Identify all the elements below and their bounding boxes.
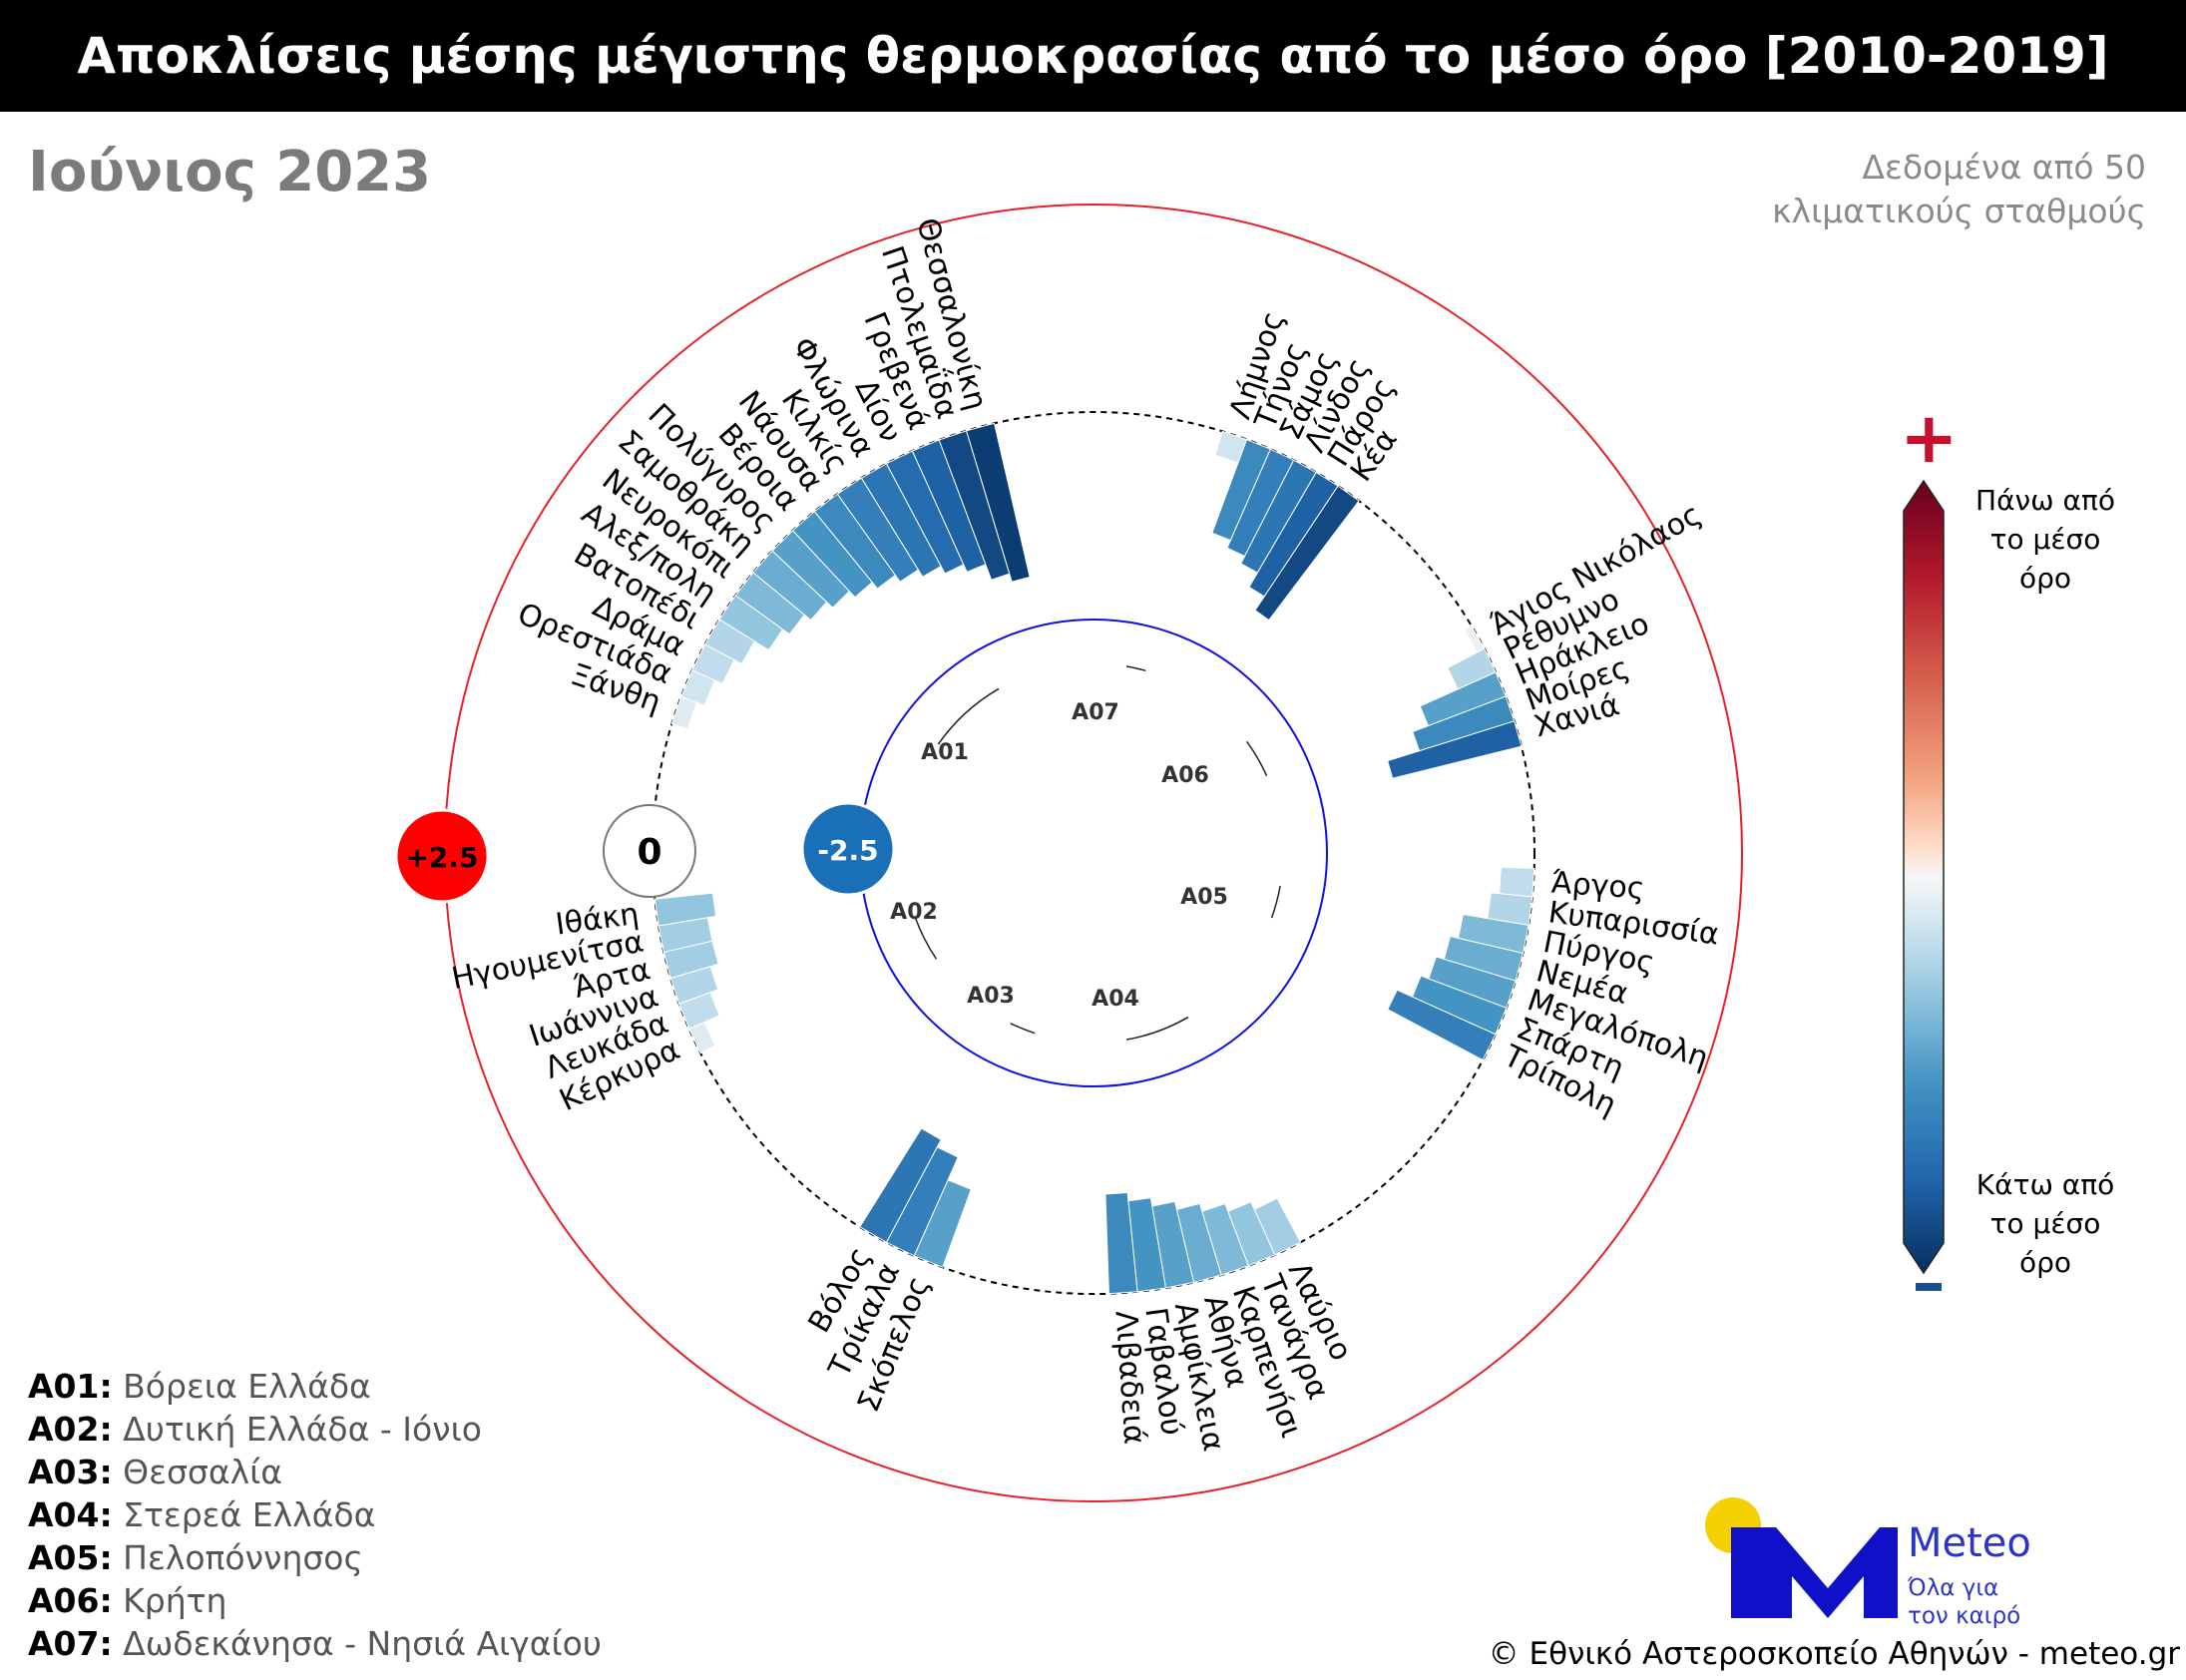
month-label: Ιούνιος 2023 — [28, 140, 432, 205]
legend-row: A07: Δωδεκάνησα - Νησιά Αιγαίου — [28, 1622, 602, 1665]
colorbar-plus-sign: + — [1900, 397, 1959, 479]
scale-label-plus: +2.5 — [405, 841, 478, 874]
bar-a02-5 — [654, 892, 717, 927]
group-label-a07: A07 — [1072, 700, 1119, 725]
legend-name: Δωδεκάνησα - Νησιά Αιγαίου — [123, 1624, 602, 1663]
legend-name: Πελοπόννησος — [123, 1538, 363, 1577]
data-note-line: κλιματικούς σταθμούς — [1772, 192, 2146, 230]
group-label-a02: A02 — [890, 900, 938, 925]
colorbar-high-label: Πάνω από το μέσο όρο — [1956, 481, 2135, 598]
scale-marker-plus: +2.5 — [394, 808, 490, 904]
legend-code: A01: — [28, 1367, 113, 1406]
data-note-line: Δεδομένα από 50 — [1862, 148, 2146, 187]
colorbar-low-line: Κάτω από — [1975, 1168, 2115, 1201]
legend-code: A04: — [28, 1495, 113, 1534]
scale-label-minus: -2.5 — [817, 834, 878, 867]
legend-row: A05: Πελοπόννησος — [28, 1536, 602, 1579]
scale-marker-minus: -2.5 — [800, 801, 896, 897]
copyright[interactable]: © Εθνικό Αστεροσκοπείο Αθηνών - meteo.gr — [1488, 1636, 2180, 1672]
legend-row: A03: Θεσσαλία — [28, 1451, 602, 1493]
legend-name: Θεσσαλία — [123, 1453, 283, 1491]
scale-marker-zero: 0 — [603, 804, 696, 898]
title-bar — [0, 0, 2186, 112]
legend-code: A07: — [28, 1624, 113, 1663]
legend-code: A06: — [28, 1581, 113, 1620]
bar-a04-6 — [1104, 1191, 1138, 1295]
chart-title: Αποκλίσεις μέσης μέγιστης θερμοκρασίας α… — [77, 27, 2109, 85]
group-label-a06: A06 — [1161, 763, 1209, 788]
colorbar — [1903, 479, 1945, 1275]
legend-code: A05: — [28, 1538, 113, 1577]
group-arc-a07 — [1125, 665, 1146, 672]
data-note: Δεδομένα από 50 κλιματικούς σταθμούς — [1727, 146, 2146, 233]
legend-row: A01: Βόρεια Ελλάδα — [28, 1365, 602, 1408]
bar-a06-4 — [1387, 720, 1523, 779]
group-arc-a06 — [1246, 740, 1268, 777]
legend-code: A03: — [28, 1453, 113, 1491]
group-label-a05: A05 — [1180, 885, 1228, 910]
group-arcs-layer: A01 A07 A06 A05 A04 A03 A02 — [890, 665, 1281, 1041]
scale-label-zero: 0 — [637, 832, 661, 873]
group-arc-a04 — [1125, 1016, 1189, 1041]
bar-a07-5 — [1254, 485, 1360, 622]
bar-a03-2 — [859, 1127, 942, 1243]
colorbar-low-line: το μέσο — [1989, 1207, 2101, 1240]
colorbar-low-label: Κάτω από το μέσο όρο — [1956, 1165, 2135, 1282]
bar-a01-15 — [965, 422, 1031, 583]
group-label-a03: A03 — [967, 984, 1015, 1009]
logo-name[interactable]: Meteo — [1908, 1520, 2031, 1566]
colorbar-low-line: όρο — [2018, 1246, 2072, 1279]
logo-tagline-line: Όλα για — [1908, 1575, 1999, 1601]
legend-row: A04: Στερεά Ελλάδα — [28, 1493, 602, 1536]
colorbar-minus-sign: - — [1916, 1283, 1942, 1291]
colorbar-high-line: Πάνω από — [1975, 484, 2115, 517]
station-label: Άργος — [1550, 865, 1646, 906]
legend-row: A06: Κρήτη — [28, 1579, 602, 1622]
bars-layer — [654, 422, 1535, 1295]
legend-name: Δυτική Ελλάδα - Ιόνιο — [123, 1410, 482, 1449]
logo-tagline: Όλα για τον καιρό — [1908, 1574, 2020, 1630]
logo-tagline-line: τον καιρό — [1908, 1603, 2021, 1629]
group-arc-a02 — [914, 917, 938, 960]
legend-name: Στερεά Ελλάδα — [123, 1495, 376, 1534]
legend-name: Βόρεια Ελλάδα — [123, 1367, 371, 1406]
group-arc-a03 — [1010, 1023, 1036, 1035]
meteo-logo-mark — [1705, 1497, 1898, 1618]
region-legend: A01: Βόρεια Ελλάδα A02: Δυτική Ελλάδα - … — [28, 1365, 602, 1665]
group-arc-a05 — [1270, 885, 1281, 919]
inner-ring — [859, 619, 1328, 1087]
group-label-a04: A04 — [1092, 987, 1139, 1012]
legend-row: A02: Δυτική Ελλάδα - Ιόνιο — [28, 1408, 602, 1451]
group-label-a01: A01 — [921, 740, 969, 765]
legend-name: Κρήτη — [123, 1581, 227, 1620]
bar-a05-6 — [1387, 989, 1497, 1061]
colorbar-high-line: όρο — [2018, 562, 2072, 595]
bar-a05-0 — [1499, 866, 1535, 898]
colorbar-high-line: το μέσο — [1989, 523, 2101, 556]
legend-code: A02: — [28, 1410, 113, 1449]
group-arc-a01 — [937, 687, 1000, 745]
